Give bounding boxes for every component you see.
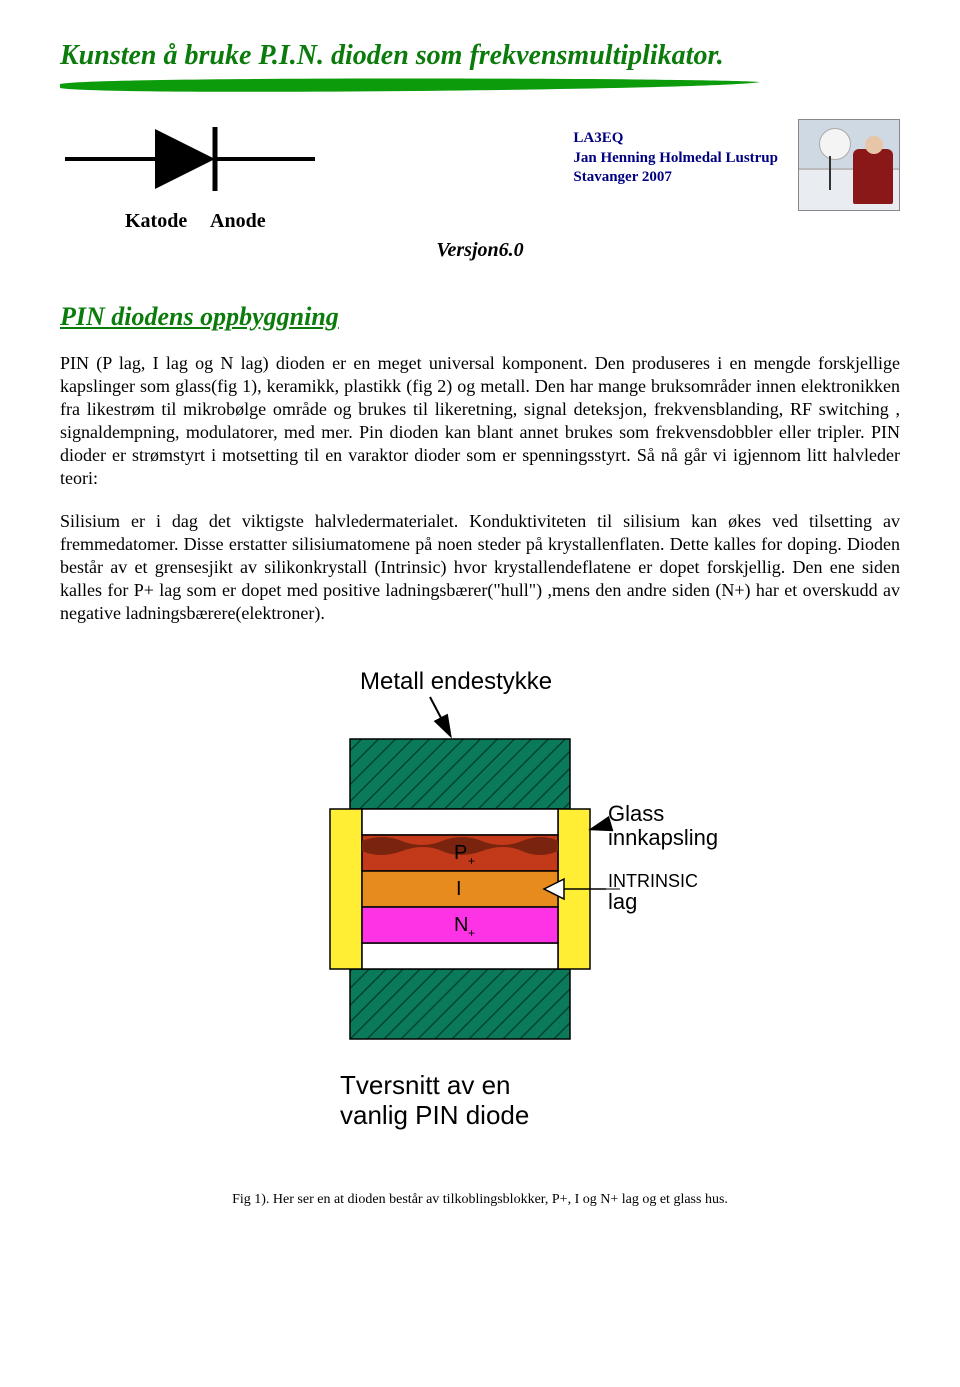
diode-symbol: Katode Anode	[60, 119, 320, 229]
svg-text:P: P	[454, 842, 467, 864]
svg-text:vanlig PIN diode: vanlig PIN diode	[340, 1100, 529, 1130]
svg-text:INTRINSIC: INTRINSIC	[608, 871, 698, 891]
author-name: Jan Henning Holmedal Lustrup	[573, 149, 778, 169]
svg-text:lag: lag	[608, 889, 637, 914]
svg-text:Glass: Glass	[608, 801, 664, 826]
header-row: Katode Anode LA3EQ Jan Henning Holmedal …	[60, 119, 900, 229]
author-place-year: Stavanger 2007	[573, 168, 778, 188]
svg-text:+: +	[468, 926, 475, 940]
section-heading: PIN diodens oppbyggning	[60, 302, 900, 332]
svg-text:Tversnitt av en: Tversnitt av en	[340, 1070, 511, 1100]
page-title: Kunsten å bruke P.I.N. dioden som frekve…	[60, 40, 900, 72]
figure-1: Metall endestykkeP+IN+GlassinnkapslingIN…	[60, 649, 900, 1208]
author-callsign: LA3EQ	[573, 129, 778, 149]
svg-text:N: N	[454, 914, 468, 936]
paragraph-1: PIN (P lag, I lag og N lag) dioden er en…	[60, 352, 900, 490]
figure-1-svg: Metall endestykkeP+IN+GlassinnkapslingIN…	[230, 649, 730, 1169]
author-block: LA3EQ Jan Henning Holmedal Lustrup Stava…	[573, 129, 778, 188]
figure-1-caption: Fig 1). Her ser en at dioden består av t…	[60, 1192, 900, 1208]
svg-text:Metall endestykke: Metall endestykke	[360, 668, 552, 695]
svg-text:+: +	[468, 854, 475, 868]
paragraph-2: Silisium er i dag det viktigste halvlede…	[60, 510, 900, 625]
anode-label: Anode	[210, 210, 266, 232]
katode-label: Katode	[125, 210, 187, 232]
author-photo	[798, 119, 900, 211]
svg-text:innkapsling: innkapsling	[608, 825, 718, 850]
title-underline	[60, 76, 760, 96]
svg-text:I: I	[456, 878, 462, 900]
